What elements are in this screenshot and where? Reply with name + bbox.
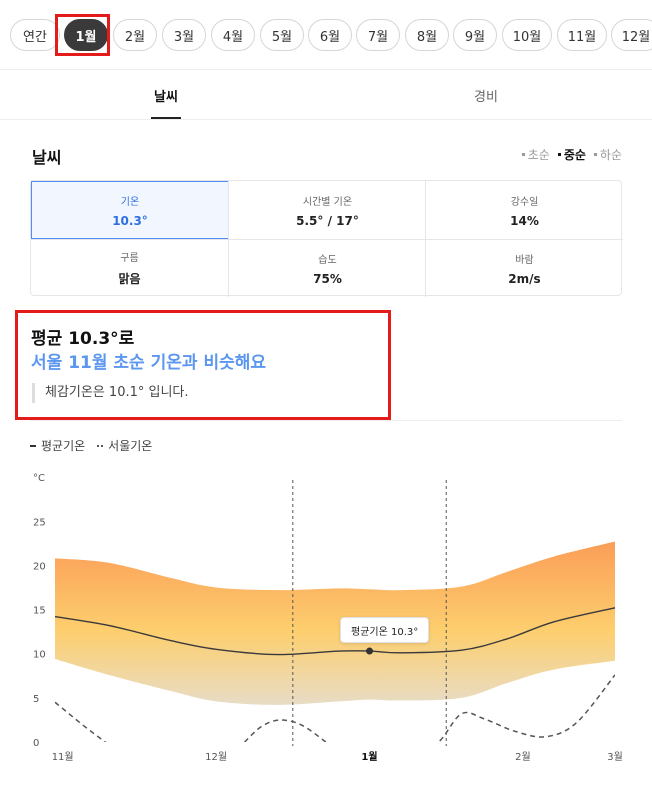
period-selector: 초순 중순 하순 [521, 146, 622, 163]
temperature-chart: °C 0 5 10 15 20 25 11월 12월 1월 2월 3월 [33, 473, 623, 763]
chip-month-8[interactable]: 8월 [405, 19, 449, 51]
y-tick-label: 25 [33, 517, 46, 528]
chip-month-2[interactable]: 2월 [113, 19, 157, 51]
average-temperature-point [366, 647, 374, 655]
x-tick-label: 11월 [52, 751, 74, 763]
x-tick-label: 3월 [607, 751, 623, 763]
y-tick-label: 15 [33, 606, 46, 617]
period-late[interactable]: 하순 [593, 146, 622, 163]
summary-comparison: 서울 11월 초순 기온과 비슷해요 [31, 353, 267, 373]
chip-month-9[interactable]: 9월 [453, 19, 497, 51]
period-late-label: 하순 [599, 148, 622, 162]
period-early[interactable]: 초순 [521, 146, 550, 163]
chip-month-3[interactable]: 3월 [162, 19, 206, 51]
x-tick-label: 2월 [515, 751, 531, 763]
legend-solid-swatch [30, 444, 36, 447]
cell-label: 바람 [515, 254, 534, 266]
section-divider [30, 420, 622, 421]
chip-month-7[interactable]: 7월 [356, 19, 400, 51]
cell-label: 시간별 기온 [302, 196, 353, 208]
period-early-label: 초순 [527, 148, 550, 162]
cell-value: 75% [313, 271, 342, 286]
average-temperature-line [54, 607, 616, 656]
chip-month-10[interactable]: 10월 [502, 19, 552, 51]
cell-label: 습도 [318, 254, 337, 266]
chart-legend: 평균기온 서울기온 [30, 437, 152, 454]
y-tick-label: 0 [33, 738, 39, 749]
period-mid[interactable]: 중순 [557, 146, 586, 163]
y-axis-unit: °C [33, 473, 45, 484]
cell-temperature[interactable]: 기온 10.3° [31, 181, 229, 239]
chip-month-5[interactable]: 5월 [260, 19, 304, 51]
x-tick-label: 1월 [361, 751, 377, 763]
tab-weather[interactable]: 날씨 [154, 89, 178, 105]
cell-label: 기온 [120, 196, 140, 208]
cell-value: 2m/s [508, 271, 541, 286]
section-title: 날씨 [32, 148, 62, 167]
weather-info-grid: 기온 10.3° 시간별 기온 5.5° / 17° 강수일 14% 구름 맑음… [30, 180, 623, 297]
cell-label: 강수일 [510, 196, 539, 208]
grid-divider [31, 239, 623, 240]
chart-tooltip: 평균기온 10.3° [340, 617, 430, 643]
legend-seoul-label: 서울기온 [108, 439, 153, 453]
chip-month-12[interactable]: 12월 [611, 19, 652, 51]
chip-annual[interactable]: 연간 [10, 19, 60, 51]
cell-value: 10.3° [112, 213, 148, 228]
period-mid-label: 중순 [563, 148, 586, 162]
active-tab-indicator [151, 117, 181, 119]
month-chip-bar: 연간 1월 2월 3월 4월 5월 6월 7월 8월 9월 10월 11월 12월 [0, 0, 652, 70]
cell-clouds[interactable]: 구름 맑음 [31, 239, 228, 297]
tab-bar: 날씨 경비 [0, 70, 652, 120]
chip-month-11[interactable]: 11월 [557, 19, 607, 51]
chip-month-4[interactable]: 4월 [211, 19, 255, 51]
temperature-range-band [55, 541, 615, 705]
cell-hourly-temperature[interactable]: 시간별 기온 5.5° / 17° [229, 181, 426, 239]
cell-rain-days[interactable]: 강수일 14% [426, 181, 623, 239]
summary-headline: 평균 10.3°로 [31, 329, 135, 349]
chip-month-1[interactable]: 1월 [64, 19, 108, 51]
cell-label: 구름 [120, 253, 139, 264]
y-tick-label: 5 [33, 694, 39, 705]
legend-average-label: 평균기온 [41, 439, 86, 453]
tab-expenses[interactable]: 경비 [474, 89, 498, 105]
x-tick-label: 12월 [205, 751, 227, 763]
cell-humidity[interactable]: 습도 75% [229, 239, 426, 297]
legend-average: 평균기온 [30, 437, 85, 454]
y-tick-label: 10 [33, 650, 46, 661]
legend-dashed-swatch [97, 444, 104, 447]
legend-seoul: 서울기온 [97, 437, 152, 454]
feels-like-text: 체감기온은 10.1° 입니다. [32, 383, 189, 403]
cell-value: 14% [510, 213, 539, 228]
cell-wind[interactable]: 바람 2m/s [426, 239, 623, 297]
seoul-temperature-line [55, 674, 615, 742]
cell-value: 맑음 [118, 272, 141, 286]
cell-value: 5.5° / 17° [296, 213, 359, 228]
y-tick-label: 20 [33, 561, 46, 572]
chip-month-6[interactable]: 6월 [308, 19, 352, 51]
